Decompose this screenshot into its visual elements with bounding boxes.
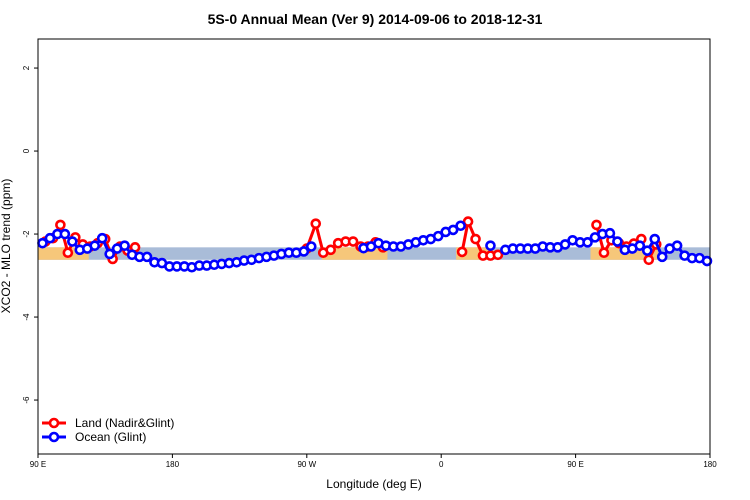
y-tick-label: -2 — [22, 230, 31, 238]
ocean-point — [641, 245, 653, 256]
x-tick-label: 180 — [703, 460, 717, 469]
plot-frame — [37, 38, 711, 455]
land-point — [470, 233, 481, 245]
legend-ocean-marker — [48, 431, 60, 443]
x-tick-label: 90 W — [297, 460, 316, 469]
ocean-point — [455, 220, 466, 232]
land-point — [62, 247, 74, 259]
land-point — [347, 236, 359, 247]
x-axis-label: Longitude (deg E) — [326, 477, 421, 491]
y-tick-label: -6 — [22, 396, 31, 404]
land-point — [591, 219, 602, 231]
ocean-point — [305, 241, 317, 252]
land-point — [55, 219, 66, 231]
ocean-point — [485, 240, 496, 251]
y-tick-label: 2 — [22, 65, 31, 70]
y-axis: 2 0 -2 -4 -6 — [22, 65, 38, 404]
y-tick-label: 0 — [22, 148, 31, 153]
legend: Land (Nadir&Glint) Ocean (Glint) — [42, 416, 174, 444]
ocean-point — [119, 240, 130, 251]
ocean-point — [89, 240, 101, 251]
chart-title: 5S-0 Annual Mean (Ver 9) 2014-09-06 to 2… — [208, 11, 543, 27]
plot-lines — [37, 216, 713, 273]
land-point — [492, 249, 504, 261]
ocean-point — [604, 227, 616, 239]
land-point — [462, 216, 474, 227]
y-axis-label: XCO2 - MLO trend (ppm) — [0, 179, 13, 314]
ocean-point — [447, 224, 459, 236]
ocean-point — [701, 255, 713, 267]
land-point — [325, 244, 336, 256]
x-tick-label: 90 E — [567, 460, 583, 469]
x-tick-label: 180 — [166, 460, 180, 469]
ocean-point — [582, 237, 593, 248]
ocean-point — [559, 239, 571, 250]
x-tick-label: 0 — [439, 460, 444, 469]
land-point — [456, 246, 468, 258]
ocean-point — [104, 248, 115, 260]
ocean-point — [634, 240, 646, 251]
ocean-point — [656, 251, 668, 263]
x-tick-label: 90 E — [30, 460, 46, 469]
legend-land-marker — [48, 417, 60, 429]
ocean-point — [612, 236, 623, 247]
ocean-point — [44, 232, 56, 244]
y-tick-label: -4 — [22, 313, 31, 321]
legend-land-label: Land (Nadir&Glint) — [75, 416, 174, 430]
land-point — [310, 218, 322, 229]
ocean-point — [671, 240, 683, 251]
ocean-point — [432, 230, 444, 242]
ocean-point — [67, 236, 78, 247]
ocean-point — [298, 246, 310, 257]
ocean-point — [141, 251, 153, 263]
legend-ocean-label: Ocean (Glint) — [75, 430, 146, 444]
x-axis: 90 E 180 90 W 0 90 E 180 — [30, 454, 717, 469]
land-point — [643, 254, 655, 266]
ocean-point — [96, 232, 108, 244]
land-point — [598, 247, 610, 259]
ocean-point — [649, 233, 661, 245]
ocean-point — [59, 228, 71, 240]
